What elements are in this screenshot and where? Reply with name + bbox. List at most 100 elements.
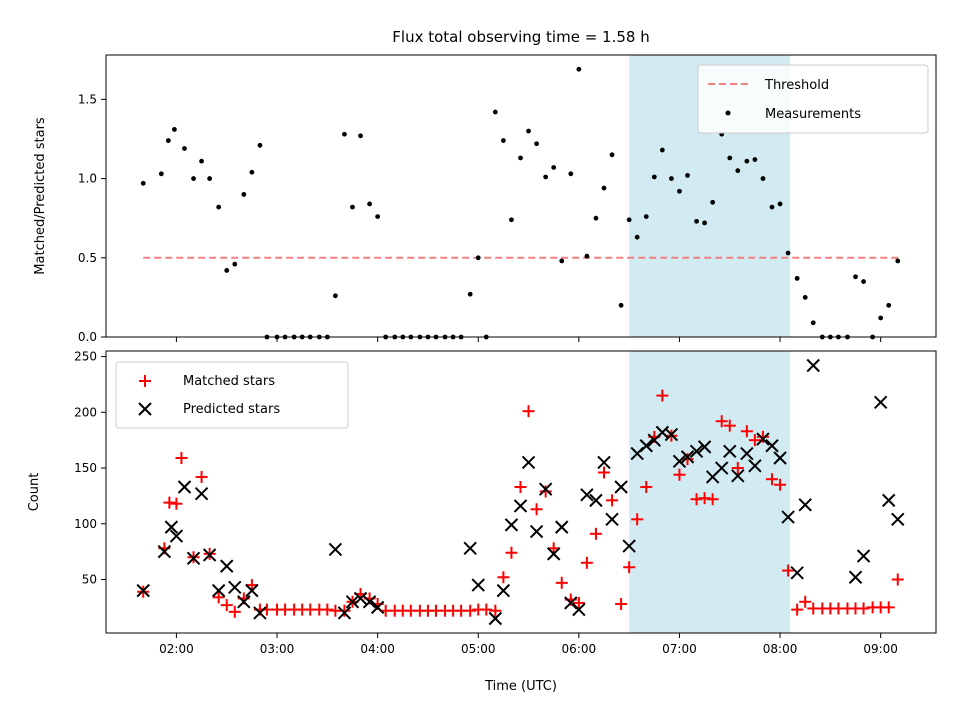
measurement-point (785, 250, 791, 256)
top-ytick-label-2: 1.0 (78, 172, 97, 186)
predicted-star-marker (237, 595, 251, 609)
measurement-point (651, 174, 657, 180)
matched-star-marker (615, 598, 628, 611)
measurement-point (727, 155, 733, 161)
matched-star-marker (715, 415, 728, 428)
bottom-xtick-label-4: 06:00 (562, 642, 597, 656)
measurement-point (199, 158, 204, 164)
top-data-layer (140, 66, 901, 340)
bottom-ytick-label-1: 100 (74, 517, 97, 531)
measurement-point (659, 147, 665, 153)
predicted-star-marker (496, 583, 511, 598)
measurement-point (518, 155, 523, 161)
measurement-point (769, 204, 775, 210)
predicted-star-marker (253, 606, 267, 620)
legend-matched-label: Matched stars (183, 374, 275, 389)
measurement-point (593, 215, 599, 221)
measurement-point (509, 217, 514, 223)
measurement-point (895, 258, 901, 264)
predicted-star-marker (169, 529, 184, 543)
matched-star-marker (799, 595, 812, 608)
matched-star-marker (698, 492, 711, 505)
legend-measurements-label: Measurements (765, 107, 861, 122)
matched-star-marker (464, 604, 477, 617)
predicted-star-marker (664, 427, 679, 442)
bottom-ytick-label-2: 150 (74, 461, 97, 475)
bottom-xtick-label-7: 09:00 (863, 642, 898, 656)
predicted-star-marker (546, 547, 561, 561)
bottom-xtick-label-6: 08:00 (763, 642, 798, 656)
predicted-star-marker (463, 541, 477, 555)
measurement-point (500, 138, 506, 143)
measurement-point (752, 157, 758, 162)
predicted-star-marker (740, 446, 754, 461)
predicted-star-marker (891, 512, 905, 527)
predicted-star-marker (806, 358, 820, 373)
bottom-observing-window-layer (629, 351, 791, 633)
measurement-point (710, 199, 716, 205)
measurement-point (618, 302, 624, 308)
measurement-point (358, 133, 363, 139)
matched-star-marker (774, 478, 787, 491)
matched-star-marker (791, 603, 804, 616)
matched-star-marker (673, 468, 686, 481)
measurement-point (744, 158, 750, 164)
measurement-point (140, 180, 146, 186)
measurement-point (543, 174, 549, 180)
matched-star-marker (555, 576, 568, 589)
legend-threshold-label: Threshold (764, 78, 829, 93)
matched-star-marker (882, 601, 895, 614)
top-legend: Threshold Measurements (697, 64, 929, 134)
matched-star-marker (163, 496, 176, 509)
measurement-point (694, 218, 699, 224)
predicted-star-marker (597, 455, 611, 470)
measurement-point (367, 201, 372, 207)
predicted-star-marker (211, 583, 226, 598)
measurement-point (534, 141, 539, 147)
bottom-axes-frame (105, 350, 937, 634)
measurement-point (685, 173, 690, 178)
predicted-star-marker (798, 498, 812, 512)
predicted-star-marker (680, 450, 695, 464)
predicted-star-marker (697, 440, 712, 454)
matched-star-marker (480, 603, 493, 616)
predicted-star-marker (362, 595, 377, 609)
measurement-point (634, 234, 640, 240)
predicted-star-marker (488, 611, 503, 626)
predicted-star-marker (337, 606, 352, 620)
measurement-point (609, 152, 615, 158)
matched-star-marker (170, 497, 183, 510)
matched-star-marker (195, 470, 208, 483)
predicted-star-marker (370, 600, 385, 615)
matched-star-marker (175, 452, 188, 465)
matched-star-marker (690, 493, 703, 506)
top-ytick-label-1: 0.5 (78, 251, 97, 265)
measurement-point (224, 268, 230, 273)
predicted-star-marker (245, 583, 259, 598)
predicted-star-marker (580, 488, 594, 502)
predicted-star-marker (353, 591, 368, 606)
bottom-legend-box (115, 361, 349, 429)
bottom-ytick-label-4: 250 (74, 350, 97, 364)
top-legend-box (697, 64, 929, 134)
measurement-point (232, 261, 238, 267)
measurement-point (886, 302, 892, 308)
legend-measurements-swatch (725, 110, 731, 116)
matched-star-marker (623, 561, 636, 574)
top-ytick-label-0: 0.0 (78, 330, 97, 344)
measurement-point (794, 275, 800, 281)
matched-star-marker (547, 542, 560, 555)
matched-star-marker (489, 604, 502, 617)
matched-star-marker (857, 602, 870, 615)
bottom-ytick-label-3: 200 (74, 405, 97, 419)
predicted-star-marker (504, 518, 519, 532)
measurement-point (249, 169, 255, 175)
measurement-point (568, 171, 574, 177)
measurement-point (332, 293, 338, 299)
x-axis-label: Time (UTC) (484, 679, 557, 694)
predicted-star-marker (177, 480, 192, 494)
measurement-point (853, 274, 858, 280)
measurement-point (526, 128, 531, 134)
predicted-star-marker (622, 539, 636, 553)
predicted-star-marker (882, 493, 896, 508)
